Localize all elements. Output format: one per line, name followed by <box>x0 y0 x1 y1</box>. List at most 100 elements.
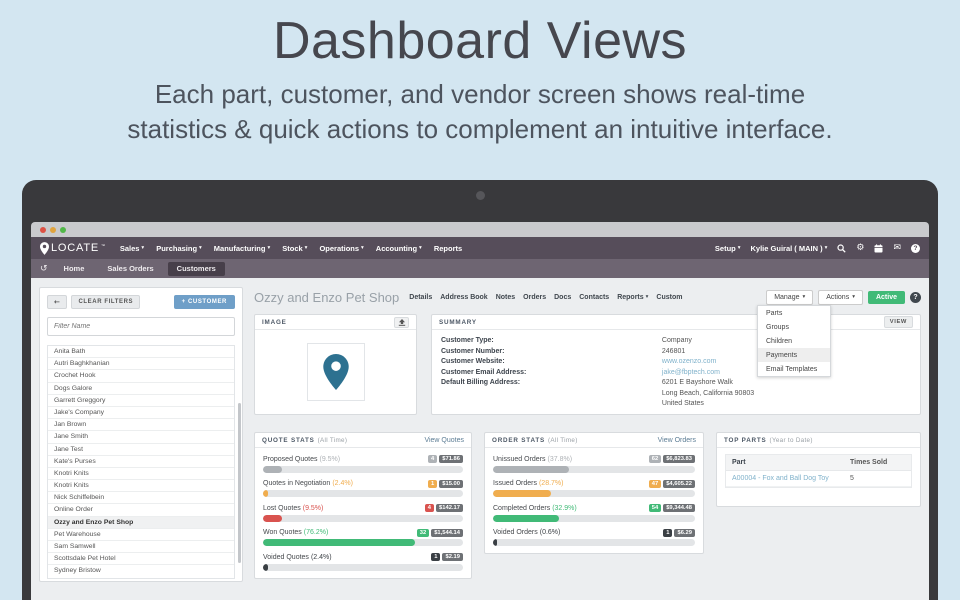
value-badge: $142.17 <box>436 504 463 512</box>
customer-list-item[interactable]: Autri Baghkhanian <box>48 358 234 371</box>
tab-docs[interactable]: Docs <box>554 293 572 301</box>
clear-filters-button[interactable]: CLEAR FILTERS <box>71 295 141 309</box>
caret-down-icon: ▾ <box>141 245 145 251</box>
window-zoom-button[interactable] <box>60 226 66 233</box>
manage-button[interactable]: Manage ▾ <box>766 289 814 305</box>
nav-item-reports[interactable]: Reports <box>433 243 463 253</box>
menu-item-groups[interactable]: Groups <box>766 323 789 331</box>
customer-list-item[interactable]: Pet Warehouse <box>48 529 234 541</box>
value-badge: $2.19 <box>442 553 463 561</box>
caret-down-icon: ▾ <box>852 294 855 300</box>
customer-list-item[interactable]: Jane Smith <box>48 431 234 444</box>
image-panel: IMAGE <box>254 314 417 415</box>
tab-address-book[interactable]: Address Book <box>440 293 488 301</box>
customer-list-item[interactable]: Jane Test <box>48 444 234 456</box>
pin-icon <box>40 241 49 255</box>
customer-list-item[interactable]: Knotri Knits <box>48 468 234 481</box>
menu-item-payments[interactable]: Payments <box>758 348 830 362</box>
nav-item-manufacturing[interactable]: Manufacturing ▾ <box>213 243 271 253</box>
customer-list-item[interactable]: Anita Bath <box>48 346 234 359</box>
caret-down-icon: ▾ <box>419 245 422 251</box>
help-icon[interactable]: ? <box>911 243 920 253</box>
quote-stats-body: Proposed Quotes (9.5%) 4 $71.86 Quotes in N… <box>255 448 471 571</box>
nav-item-purchasing[interactable]: Purchasing ▾ <box>156 243 202 253</box>
quote-stats-panel: QUOTE STATS (All Time) View Quotes Propos… <box>254 432 472 579</box>
user-menu[interactable]: Kylie Guiral ( MAIN ) ▾ <box>750 243 828 253</box>
history-undo-icon[interactable]: ↺ <box>40 263 48 274</box>
window-minimize-button[interactable] <box>50 226 56 233</box>
menu-item-email-templates[interactable]: Email Templates <box>766 365 818 373</box>
content-area: ← CLEAR FILTERS + CUSTOMER Anita Bath Au… <box>31 278 929 600</box>
locate-logo[interactable]: LOCATE ™ <box>40 242 106 255</box>
map-pin-icon <box>322 354 349 390</box>
customer-list-item[interactable]: Sam Samwell <box>48 541 234 554</box>
customer-image-placeholder[interactable] <box>306 343 365 401</box>
search-icon[interactable] <box>837 243 847 253</box>
menu-item-children[interactable]: Children <box>766 337 793 345</box>
stat-bar <box>263 465 463 473</box>
customer-list-item[interactable]: Kate's Purses <box>48 456 234 468</box>
nav-item-operations[interactable]: Operations ▾ <box>319 243 364 253</box>
stat-bar <box>263 539 463 546</box>
breadcrumb-home[interactable]: Home <box>63 264 85 273</box>
customer-list-item-selected[interactable]: Ozzy and Enzo Pet Shop <box>48 516 234 529</box>
upload-image-button[interactable] <box>394 316 409 328</box>
customer-list-item[interactable]: Jan Brown <box>48 419 234 432</box>
nav-item-accounting[interactable]: Accounting ▾ <box>375 243 422 253</box>
setup-menu[interactable]: Setup ▾ <box>714 243 741 253</box>
stat-label: Voided Quotes <box>263 553 309 561</box>
tab-reports[interactable]: Reports ▾ <box>617 293 649 301</box>
breadcrumb-sales-orders[interactable]: Sales Orders <box>107 264 154 273</box>
stat-percent: (37.8%) <box>547 455 573 463</box>
gear-icon[interactable]: ⚙ <box>856 242 865 253</box>
customer-name: Ozzy and Enzo Pet Shop <box>254 289 400 305</box>
browser-titlebar <box>31 222 929 237</box>
customer-email-link[interactable]: jake@fbptech.com <box>661 368 720 376</box>
top-parts-panel: TOP PARTS (Year to Date) Part Times Sold … <box>716 432 921 507</box>
help-icon[interactable]: ? <box>910 291 921 303</box>
menu-item-parts[interactable]: Parts <box>766 309 783 317</box>
nav-item-stock[interactable]: Stock ▾ <box>282 243 308 253</box>
customer-list-item[interactable]: Online Order <box>48 504 234 517</box>
tab-details[interactable]: Details <box>409 293 433 301</box>
tab-orders[interactable]: Orders <box>523 293 547 301</box>
stat-row-completed-orders: Completed Orders (32.9%) 54 $9,344.48 <box>493 504 695 522</box>
customer-website-link[interactable]: www.ozenzo.com <box>661 358 717 365</box>
view-quotes-link[interactable]: View Quotes <box>424 436 464 444</box>
back-button[interactable]: ← <box>47 295 68 309</box>
browser-window: LOCATE ™ Sales ▾ Purchasing ▾ Manufacturing… <box>31 222 929 600</box>
envelope-icon[interactable]: ✉ <box>893 242 901 253</box>
stat-bar <box>493 539 695 546</box>
caret-down-icon: ▾ <box>267 245 271 251</box>
calendar-icon[interactable] <box>874 243 883 253</box>
billing-address-value: 6201 E Bayshore Walk Long Beach, Califor… <box>661 379 755 407</box>
summary-label: Customer Email Address: <box>441 368 527 376</box>
sidebar-scrollbar[interactable] <box>238 403 241 563</box>
nav-item-sales[interactable]: Sales ▾ <box>119 243 145 253</box>
customer-list-item[interactable]: Nick Schiffelbein <box>48 492 234 505</box>
customer-list-item[interactable]: Knotri Knits <box>48 480 234 493</box>
hero-section: Dashboard Views Each part, customer, and… <box>0 0 960 146</box>
customer-list-item[interactable]: Sydney Bristow <box>54 567 101 575</box>
customer-list-item[interactable]: Scottsdale Pet Hotel <box>48 553 234 566</box>
tab-notes[interactable]: Notes <box>495 293 516 301</box>
add-customer-button[interactable]: + CUSTOMER <box>173 295 235 309</box>
window-close-button[interactable] <box>40 226 46 233</box>
customer-tabs: Details Address Book Notes Orders Docs C… <box>409 294 682 301</box>
customer-list-item[interactable]: Jake's Company <box>48 407 234 420</box>
customer-list-item[interactable]: Crochet Hook <box>48 370 234 383</box>
part-link[interactable]: A00004 - Fox and Ball Dog Toy <box>732 475 829 482</box>
tab-custom[interactable]: Custom <box>656 293 683 301</box>
stat-label: Won Quotes <box>263 529 302 536</box>
view-orders-link[interactable]: View Orders <box>657 436 696 444</box>
customer-list-item[interactable]: Garrett Greggory <box>48 395 234 407</box>
customer-list-item[interactable]: Dogs Galore <box>48 383 234 395</box>
filter-name-input[interactable] <box>47 317 235 336</box>
tab-contacts[interactable]: Contacts <box>579 293 610 301</box>
breadcrumb-customers[interactable]: Customers <box>167 261 225 276</box>
customer-header: Ozzy and Enzo Pet Shop Details Address B… <box>254 287 921 307</box>
order-stats-body: Unissued Orders (37.8%) 62 $6,823.83 Issued… <box>485 448 703 546</box>
stat-bar <box>263 490 463 497</box>
actions-button[interactable]: Actions ▾ <box>818 289 863 305</box>
view-button[interactable]: VIEW <box>883 316 913 328</box>
